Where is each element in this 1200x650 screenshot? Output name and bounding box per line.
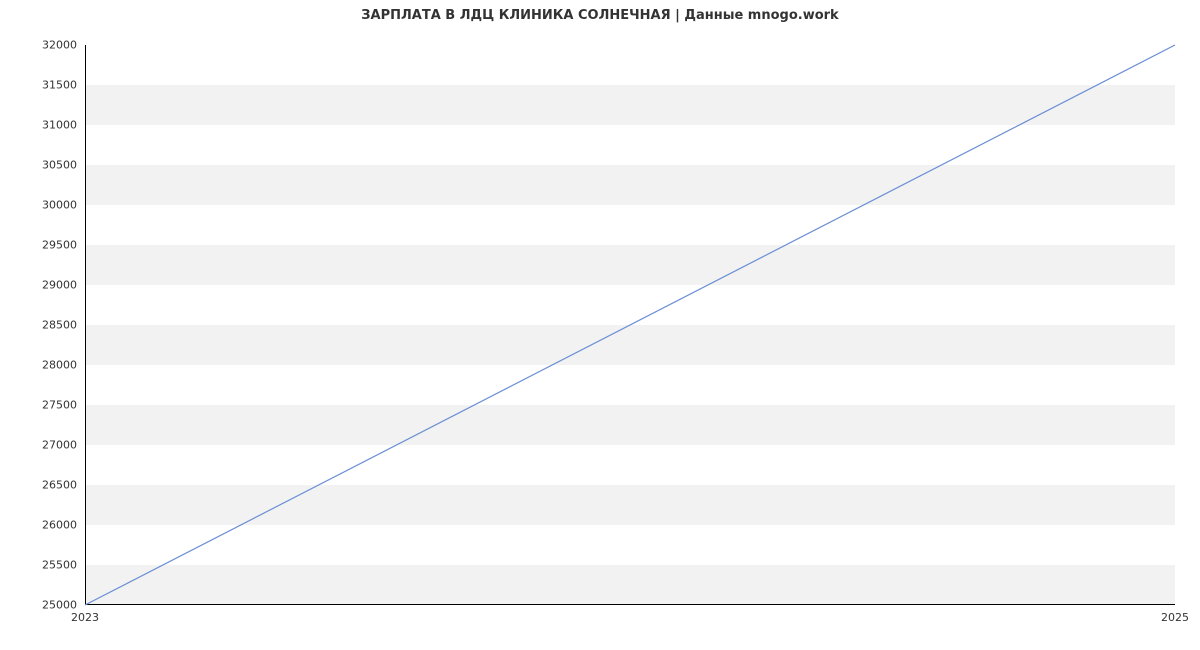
salary-line-chart: ЗАРПЛАТА В ЛДЦ КЛИНИКА СОЛНЕЧНАЯ | Данны… [0, 0, 1200, 650]
y-tick-label: 28000 [42, 359, 85, 372]
chart-title: ЗАРПЛАТА В ЛДЦ КЛИНИКА СОЛНЕЧНАЯ | Данны… [0, 8, 1200, 23]
y-tick-label: 27500 [42, 399, 85, 412]
y-tick-label: 28500 [42, 319, 85, 332]
y-tick-label: 26000 [42, 519, 85, 532]
y-tick-label: 29500 [42, 239, 85, 252]
x-tick-label: 2023 [71, 605, 99, 624]
y-tick-label: 27000 [42, 439, 85, 452]
y-tick-label: 30000 [42, 199, 85, 212]
series-layer [85, 45, 1175, 605]
x-tick-label: 2025 [1161, 605, 1189, 624]
series-line-salary [85, 45, 1175, 605]
y-tick-label: 30500 [42, 159, 85, 172]
y-tick-label: 25500 [42, 559, 85, 572]
y-tick-label: 31500 [42, 79, 85, 92]
y-tick-label: 32000 [42, 39, 85, 52]
plot-area: 2500025500260002650027000275002800028500… [85, 45, 1175, 605]
y-tick-label: 26500 [42, 479, 85, 492]
y-tick-label: 31000 [42, 119, 85, 132]
y-tick-label: 29000 [42, 279, 85, 292]
